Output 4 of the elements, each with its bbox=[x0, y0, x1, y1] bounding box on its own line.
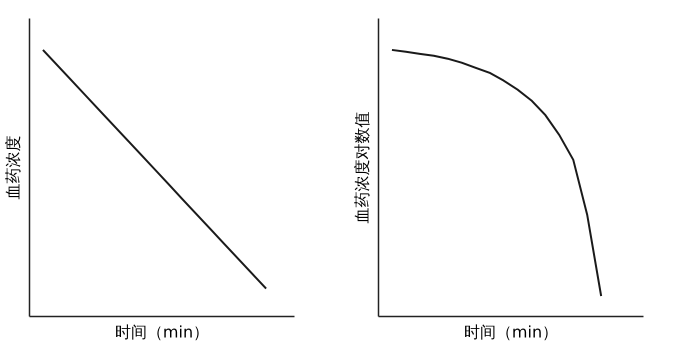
y-axis-title: 血药浓度 bbox=[4, 136, 22, 200]
x-axis-title: 时间（min） bbox=[464, 322, 558, 342]
y-axis-title: 血药浓度对数值 bbox=[352, 112, 372, 224]
x-axis-title: 时间（min） bbox=[114, 322, 210, 342]
